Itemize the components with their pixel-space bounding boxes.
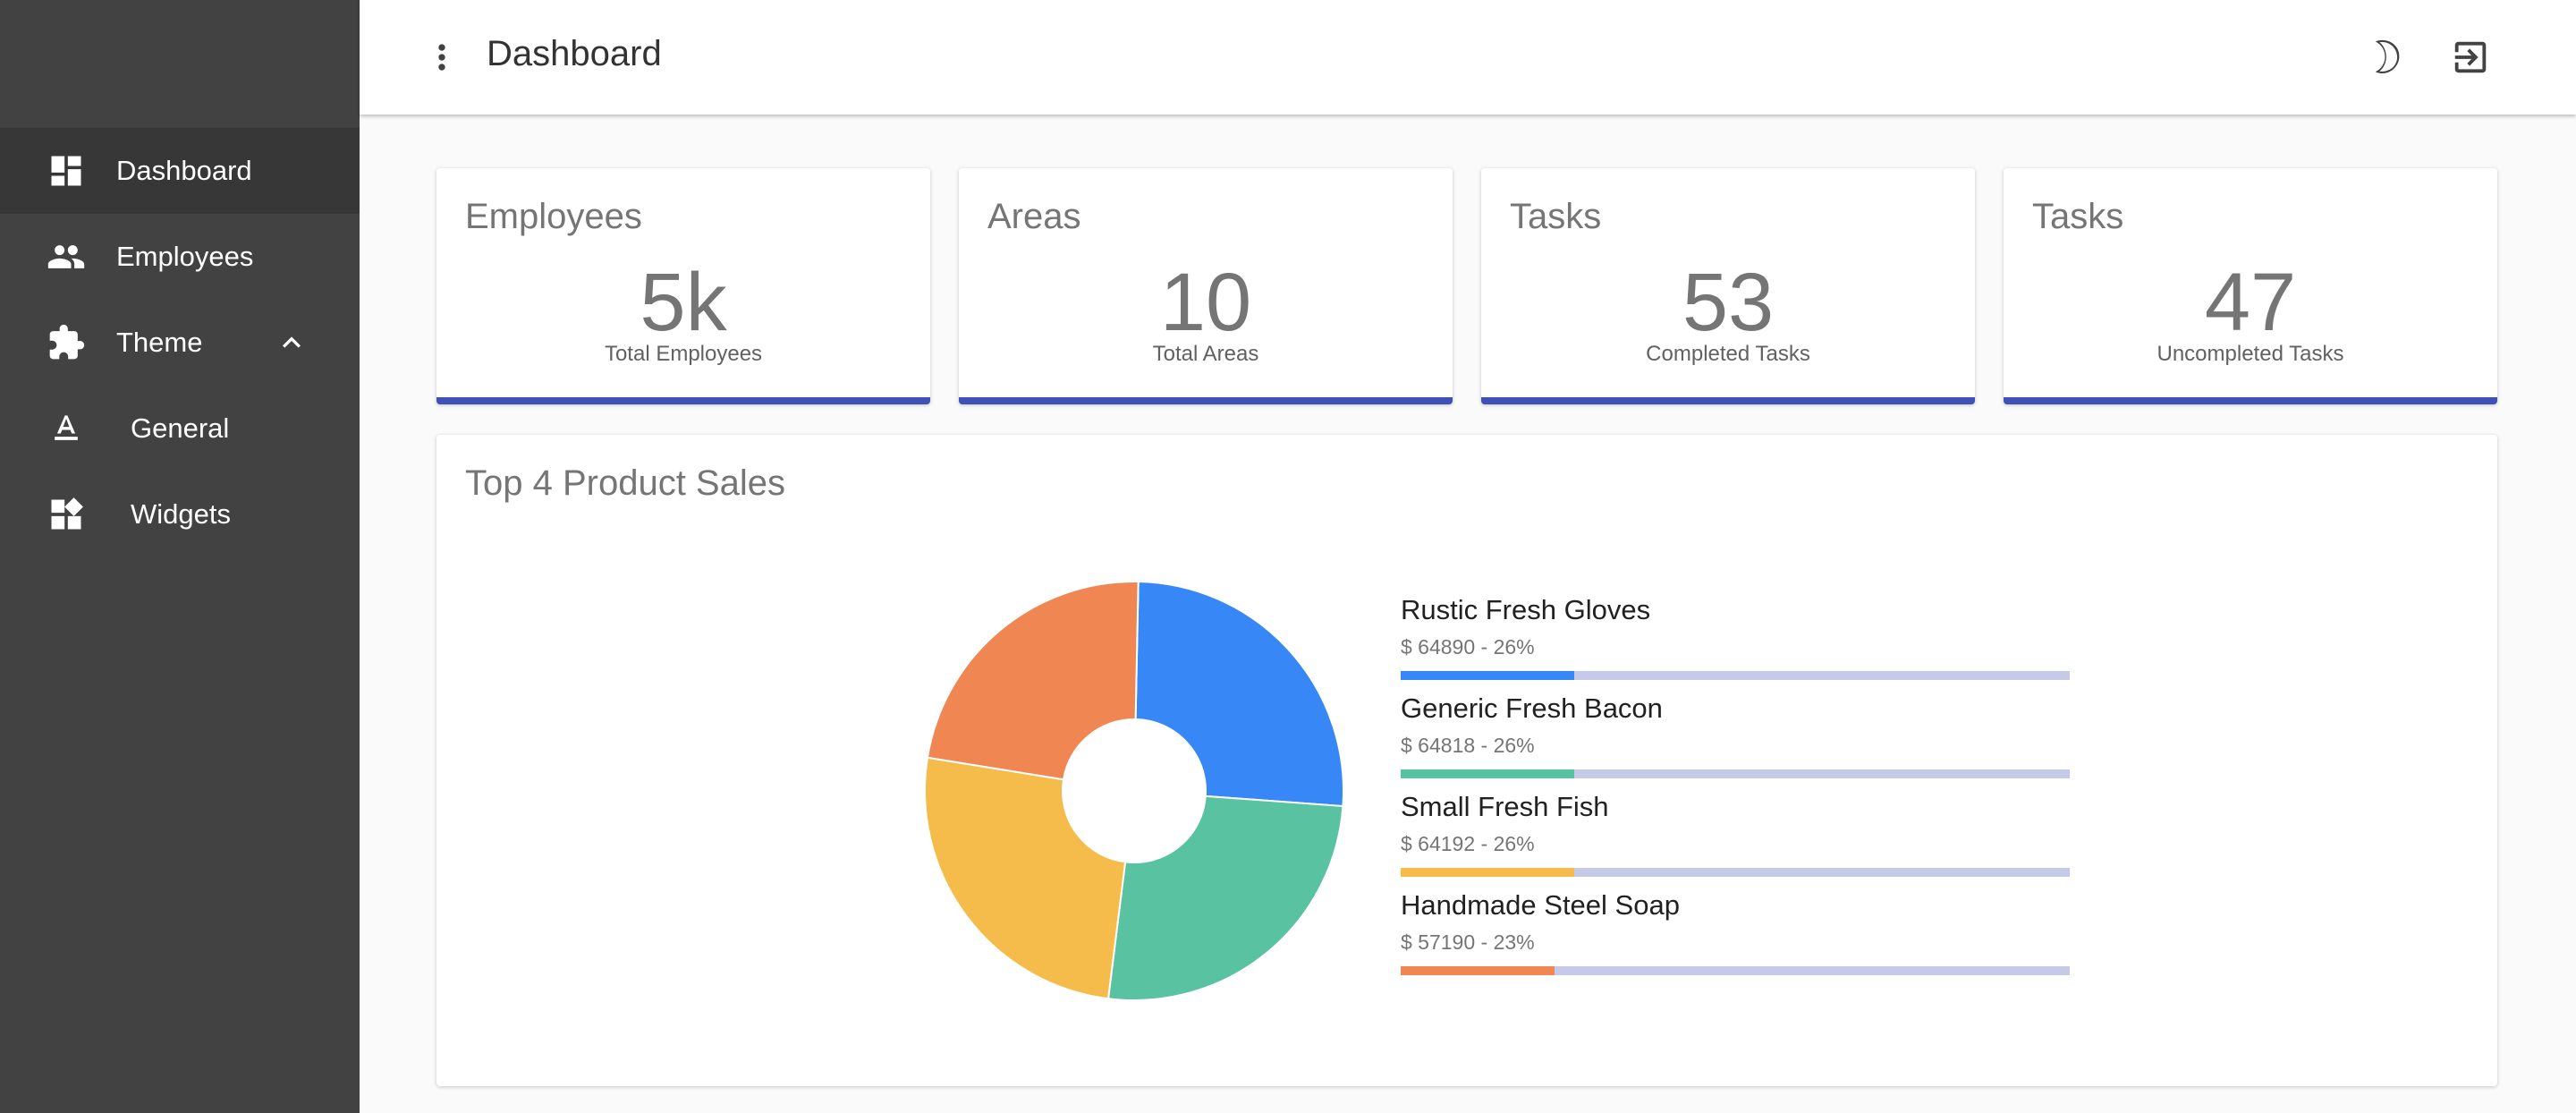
progress-fill (1401, 868, 1575, 877)
progress-track (1401, 671, 2070, 680)
employees-card: Employees 5k Total Employees (436, 168, 930, 404)
sidebar-item-widgets[interactable]: Widgets (0, 472, 360, 557)
widgets-icon (47, 495, 86, 534)
legend-item: Small Fresh Fish $ 64192 - 26% (1401, 791, 2072, 889)
legend-item: Handmade Steel Soap $ 57190 - 23% (1401, 889, 2072, 988)
progress-fill (1401, 966, 1555, 975)
card-title: Tasks (2032, 197, 2124, 236)
card-value: 5k (640, 257, 727, 348)
donut-slice-4[interactable] (926, 581, 1140, 781)
sidebar-item-general[interactable]: General (0, 386, 360, 472)
sidebar-nav: Dashboard Employees Theme General (0, 128, 360, 557)
legend-item: Generic Fresh Bacon $ 64818 - 26% (1401, 692, 2072, 791)
product-name: Small Fresh Fish (1401, 791, 1609, 822)
card-subtitle: Completed Tasks (1646, 342, 1810, 366)
progress-track (1401, 868, 2070, 877)
sidebar-item-dashboard[interactable]: Dashboard (0, 128, 360, 214)
product-sales-value: $ 64192 - 26% (1401, 832, 1535, 855)
card-value: 47 (2204, 257, 2297, 348)
product-name: Rustic Fresh Gloves (1401, 594, 1651, 625)
puzzle-icon (47, 323, 86, 362)
card-title: Employees (465, 197, 642, 236)
progress-fill (1401, 671, 1575, 680)
uncompleted-tasks-card: Tasks 47 Uncompleted Tasks (2004, 168, 2497, 404)
donut-slice-2[interactable] (1106, 794, 1344, 1001)
sales-legend: Rustic Fresh Gloves $ 64890 - 26% Generi… (1401, 594, 2072, 988)
dashboard-icon (47, 151, 86, 191)
areas-card: Areas 10 Total Areas (959, 168, 1453, 404)
card-title: Tasks (1510, 197, 1602, 236)
sales-title: Top 4 Product Sales (465, 463, 785, 503)
card-subtitle: Total Employees (604, 342, 763, 366)
product-sales-card: Top 4 Product Sales Rustic Fresh Gloves … (436, 435, 2497, 1086)
donut-slice-1[interactable] (1134, 581, 1344, 808)
dark-mode-moon-icon[interactable] (2363, 34, 2410, 81)
legend-item: Rustic Fresh Gloves $ 64890 - 26% (1401, 594, 2072, 692)
product-name: Generic Fresh Bacon (1401, 692, 1663, 724)
product-sales-value: $ 64818 - 26% (1401, 734, 1535, 757)
sidebar-item-label: Theme (116, 327, 203, 358)
sales-donut-chart (924, 581, 1344, 1001)
app-header: Dashboard (360, 0, 2576, 115)
more-vert-icon[interactable] (420, 36, 463, 79)
page-title: Dashboard (487, 34, 662, 73)
sidebar-item-theme[interactable]: Theme (0, 300, 360, 386)
progress-track (1401, 966, 2070, 975)
completed-tasks-card: Tasks 53 Completed Tasks (1481, 168, 1975, 404)
card-value: 10 (1159, 257, 1252, 348)
card-subtitle: Total Areas (1152, 342, 1259, 366)
sidebar-item-label: General (131, 412, 230, 444)
people-icon (47, 237, 86, 276)
card-title: Areas (987, 197, 1081, 236)
product-sales-value: $ 57190 - 23% (1401, 930, 1535, 954)
donut-slice-3[interactable] (924, 756, 1127, 1000)
sidebar-item-employees[interactable]: Employees (0, 214, 360, 300)
progress-fill (1401, 769, 1575, 778)
product-sales-value: $ 64890 - 26% (1401, 635, 1535, 658)
progress-track (1401, 769, 2070, 778)
sidebar: Dashboard Employees Theme General (0, 0, 360, 1113)
sidebar-item-label: Widgets (131, 498, 231, 530)
text-format-icon (47, 409, 86, 448)
logout-icon[interactable] (2447, 34, 2494, 81)
sidebar-item-label: Dashboard (116, 155, 252, 186)
chevron-up-icon[interactable] (274, 325, 309, 361)
card-subtitle: Uncompleted Tasks (2157, 342, 2344, 366)
card-value: 53 (1682, 257, 1775, 348)
sidebar-item-label: Employees (116, 241, 254, 272)
product-name: Handmade Steel Soap (1401, 889, 1680, 921)
